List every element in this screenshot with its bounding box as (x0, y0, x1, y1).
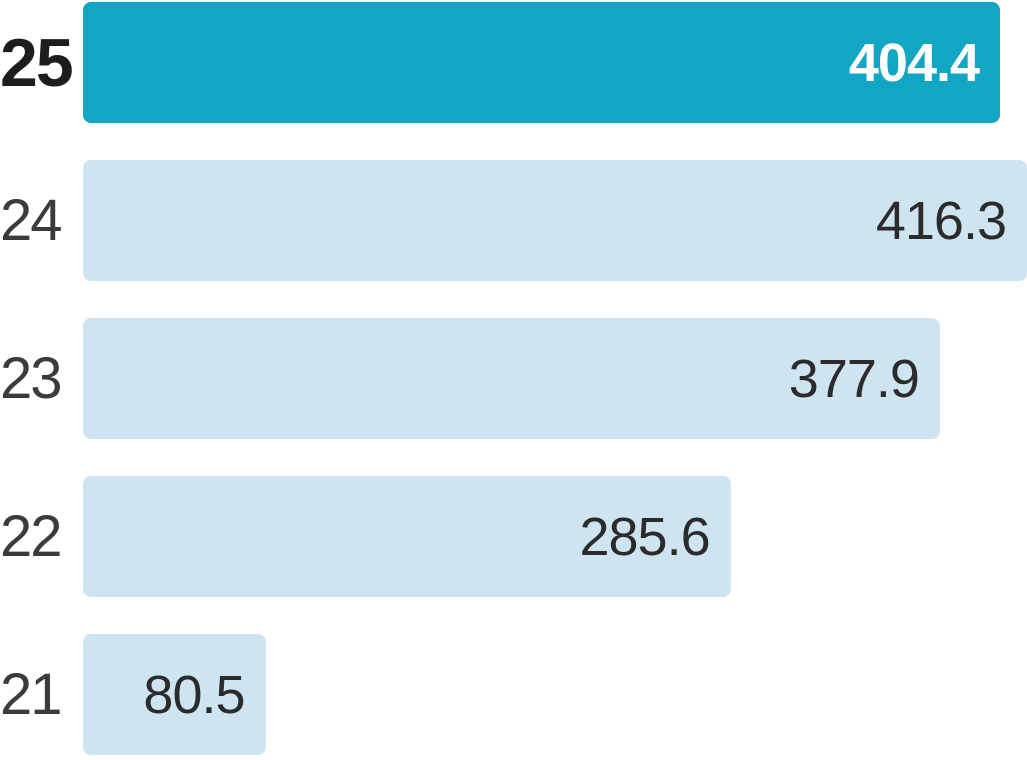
bar-row: 25 404.4 (0, 2, 1027, 123)
bar-row: 21 80.5 (0, 634, 1027, 755)
value-label: 377.9 (788, 348, 920, 409)
bar-track: 285.6 (83, 476, 1027, 597)
value-label: 285.6 (579, 506, 710, 567)
bar: 285.6 (83, 476, 731, 597)
category-label: 25 (0, 24, 74, 101)
value-label: 416.3 (875, 190, 1007, 251)
bar-track: 416.3 (83, 160, 1027, 281)
bar-row: 23 377.9 (0, 318, 1027, 439)
value-label: 404.4 (848, 32, 980, 93)
category-label: 23 (0, 346, 63, 411)
value-label: 80.5 (143, 664, 245, 725)
category-label: 21 (0, 662, 63, 727)
bar: 416.3 (83, 160, 1027, 281)
bar-track: 377.9 (83, 318, 1027, 439)
bar: 404.4 (83, 2, 1001, 123)
bar-track: 80.5 (83, 634, 1027, 755)
bar-row: 24 416.3 (0, 160, 1027, 281)
bar: 80.5 (83, 634, 266, 755)
bar: 377.9 (83, 318, 940, 439)
category-label: 24 (0, 188, 63, 253)
bar-row: 22 285.6 (0, 476, 1027, 597)
bar-track: 404.4 (83, 2, 1027, 123)
category-label: 22 (0, 504, 63, 569)
